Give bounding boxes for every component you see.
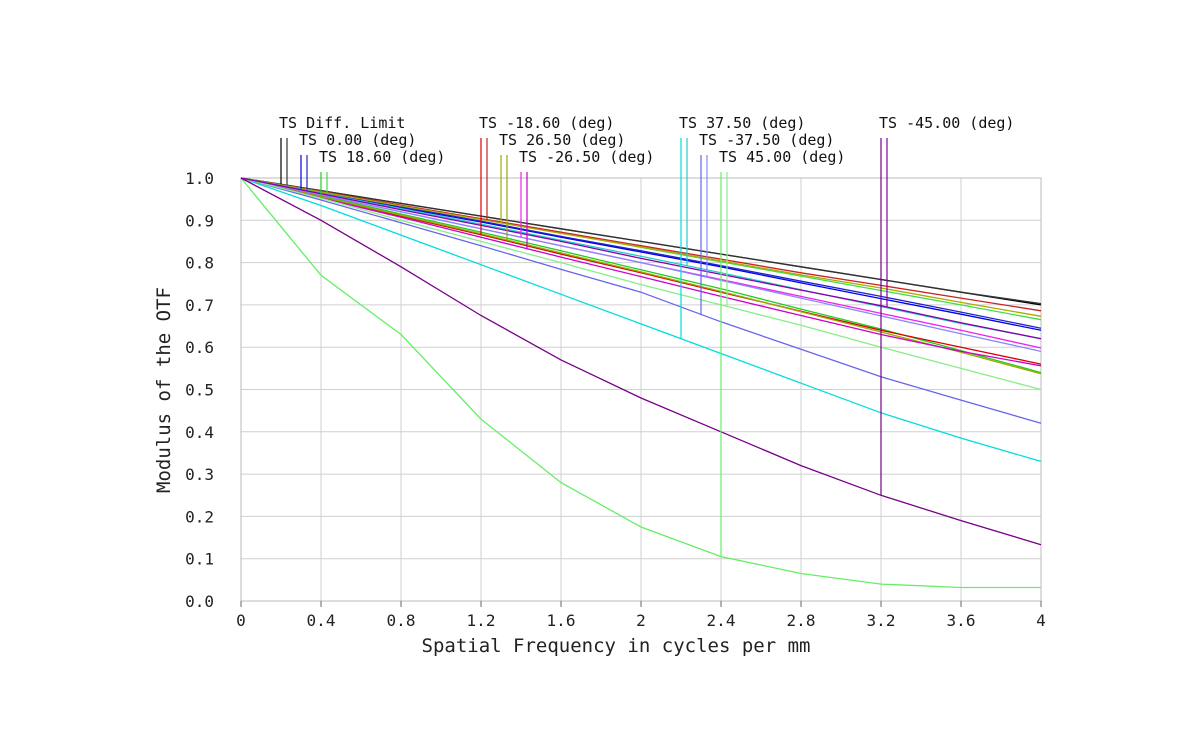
y-tick-label: 0.1 [185, 550, 214, 569]
series-line [240, 177, 1042, 317]
x-tick-label: 0.4 [307, 611, 336, 630]
x-tick-label: 2.8 [787, 611, 816, 630]
y-axis-title: Modulus of the OTF [153, 287, 175, 493]
legend-label: TS Diff. Limit [279, 114, 405, 132]
y-tick-label: 0.3 [185, 465, 214, 484]
y-tick-label: 0.7 [185, 296, 214, 315]
y-tick-label: 0.4 [185, 423, 214, 442]
legend-label: TS -26.50 (deg) [519, 148, 654, 166]
legend-label: TS 37.50 (deg) [679, 114, 805, 132]
y-tick-label: 0.2 [185, 507, 214, 526]
series-line [240, 177, 1042, 424]
series-line [240, 177, 1042, 312]
series-line [240, 177, 1042, 375]
series-line [240, 177, 1042, 391]
series-line [240, 177, 1042, 340]
x-tick-label: 3.6 [947, 611, 976, 630]
marker-lines [280, 138, 888, 557]
series-line [240, 177, 1042, 463]
legend-label: TS -45.00 (deg) [879, 114, 1014, 132]
x-tick-label: 4 [1036, 611, 1046, 630]
axes: 0 0.4 0.8 1.2 1.6 2 2.4 2.8 3.2 3.6 4 0.0 0.1 0.2 0.3 0… [185, 169, 1046, 630]
x-tick-label: 3.2 [867, 611, 896, 630]
y-tick-label: 0.0 [185, 592, 214, 611]
y-tick-label: 0.8 [185, 254, 214, 273]
legend-label: TS 0.00 (deg) [299, 131, 416, 149]
y-tick-label: 0.6 [185, 338, 214, 357]
y-tick-label: 1.0 [185, 169, 214, 188]
legend-label: TS 26.50 (deg) [499, 131, 625, 149]
series-group [240, 177, 1042, 589]
legend-label: TS -18.60 (deg) [479, 114, 614, 132]
series-line [240, 177, 1042, 305]
x-tick-label: 0 [236, 611, 246, 630]
x-tick-label: 1.2 [467, 611, 496, 630]
series-line [240, 177, 1042, 340]
legend-label: TS -37.50 (deg) [699, 131, 834, 149]
series-line [240, 177, 1041, 589]
x-tick-label: 1.6 [547, 611, 576, 630]
series-line [240, 177, 1042, 546]
x-tick-label: 2 [636, 611, 646, 630]
x-axis-title: Spatial Frequency in cycles per mm [422, 635, 811, 657]
y-tick-label: 0.5 [185, 381, 214, 400]
series-line [240, 177, 1042, 331]
series-line [240, 177, 1042, 353]
series-line [240, 177, 1042, 367]
x-tick-label: 2.4 [707, 611, 736, 630]
legend-label: TS 45.00 (deg) [719, 148, 845, 166]
y-tick-label: 0.9 [185, 211, 214, 230]
legend-label: TS 18.60 (deg) [319, 148, 445, 166]
x-tick-label: 0.8 [387, 611, 416, 630]
